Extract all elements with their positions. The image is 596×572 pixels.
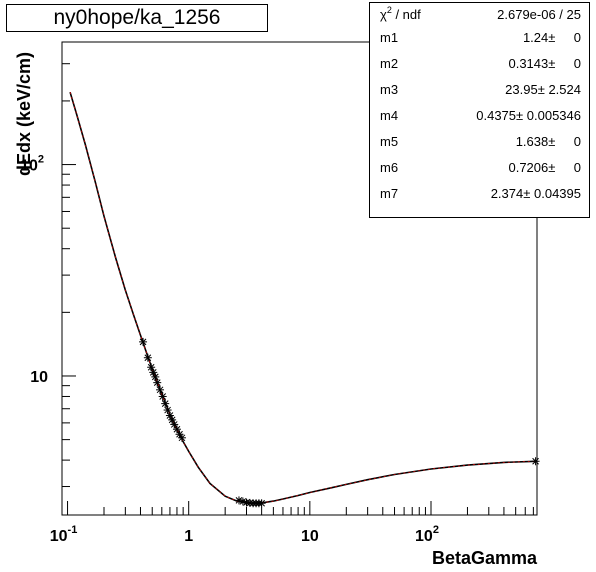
stat-row-m5: m5 1.638± 0 bbox=[370, 132, 589, 152]
data-point bbox=[531, 457, 540, 466]
param-value: 0.7206± 0 bbox=[508, 160, 581, 175]
plot-frame bbox=[61, 41, 538, 516]
stat-row-m7: m7 2.374± 0.04395 bbox=[370, 184, 589, 204]
x-tick-label: 10 bbox=[301, 528, 319, 545]
data-point bbox=[177, 433, 186, 442]
x-axis-title: BetaGamma bbox=[432, 548, 538, 568]
chi-ndf-label: / ndf bbox=[391, 7, 421, 22]
chart-title: ny0hope/ka_1256 bbox=[53, 6, 221, 29]
param-value: 0.4375± 0.005346 bbox=[476, 108, 581, 123]
data-points-layer bbox=[139, 337, 540, 508]
param-value: 0.3143± 0 bbox=[508, 56, 581, 71]
data-point bbox=[151, 372, 160, 381]
chi2-label: χ2 / ndf bbox=[380, 5, 421, 26]
stat-row-m1: m1 1.24± 0 bbox=[370, 28, 589, 48]
chi2-value: 2.679e-06 / 25 bbox=[497, 7, 581, 22]
chi-exponent: 2 bbox=[386, 5, 392, 15]
fit-curve bbox=[69, 91, 536, 505]
param-value: 23.95± 2.524 bbox=[505, 82, 581, 97]
param-name: m4 bbox=[380, 108, 399, 123]
param-name: m2 bbox=[380, 56, 399, 71]
param-value: 1.24± 0 bbox=[522, 30, 581, 45]
data-point bbox=[257, 499, 266, 508]
param-value: 2.374± 0.04395 bbox=[490, 186, 581, 201]
stat-row-chi2: χ2 / ndf 2.679e-06 / 25 bbox=[370, 5, 589, 25]
data-point bbox=[156, 385, 165, 394]
data-point bbox=[139, 337, 148, 346]
stat-row-m6: m6 0.7206± 0 bbox=[370, 158, 589, 178]
data-point bbox=[158, 392, 167, 401]
chi-symbol: χ bbox=[380, 7, 387, 22]
axes: 10-1 1 10 102 10 102 bbox=[20, 63, 534, 545]
param-name: m1 bbox=[380, 30, 399, 45]
stat-row-m2: m2 0.3143± 0 bbox=[370, 54, 589, 74]
data-point bbox=[143, 353, 152, 362]
param-name: m6 bbox=[380, 160, 399, 175]
x-tick-label: 10-1 bbox=[50, 524, 78, 545]
param-name: m5 bbox=[380, 134, 399, 149]
fit-statistics-box: χ2 / ndf 2.679e-06 / 25 m1 1.24± 0 m2 0.314… bbox=[369, 2, 590, 218]
fit-curve-layer bbox=[69, 91, 536, 505]
param-name: m7 bbox=[380, 186, 399, 201]
stat-row-m4: m4 0.4375± 0.005346 bbox=[370, 106, 589, 126]
x-tick-label: 1 bbox=[184, 528, 193, 545]
param-value: 1.638± 0 bbox=[515, 134, 581, 149]
x-tick-label: 102 bbox=[415, 524, 439, 545]
chart-title-box: ny0hope/ka_1256 bbox=[6, 4, 268, 32]
param-name: m3 bbox=[380, 82, 399, 97]
y-tick-label: 102 bbox=[20, 154, 44, 175]
y-axis-title: dEdx (keV/cm) bbox=[14, 52, 34, 176]
stat-row-m3: m3 23.95± 2.524 bbox=[370, 80, 589, 100]
data-point bbox=[153, 378, 162, 387]
data-point bbox=[161, 399, 170, 408]
y-tick-label: 10 bbox=[30, 369, 48, 386]
